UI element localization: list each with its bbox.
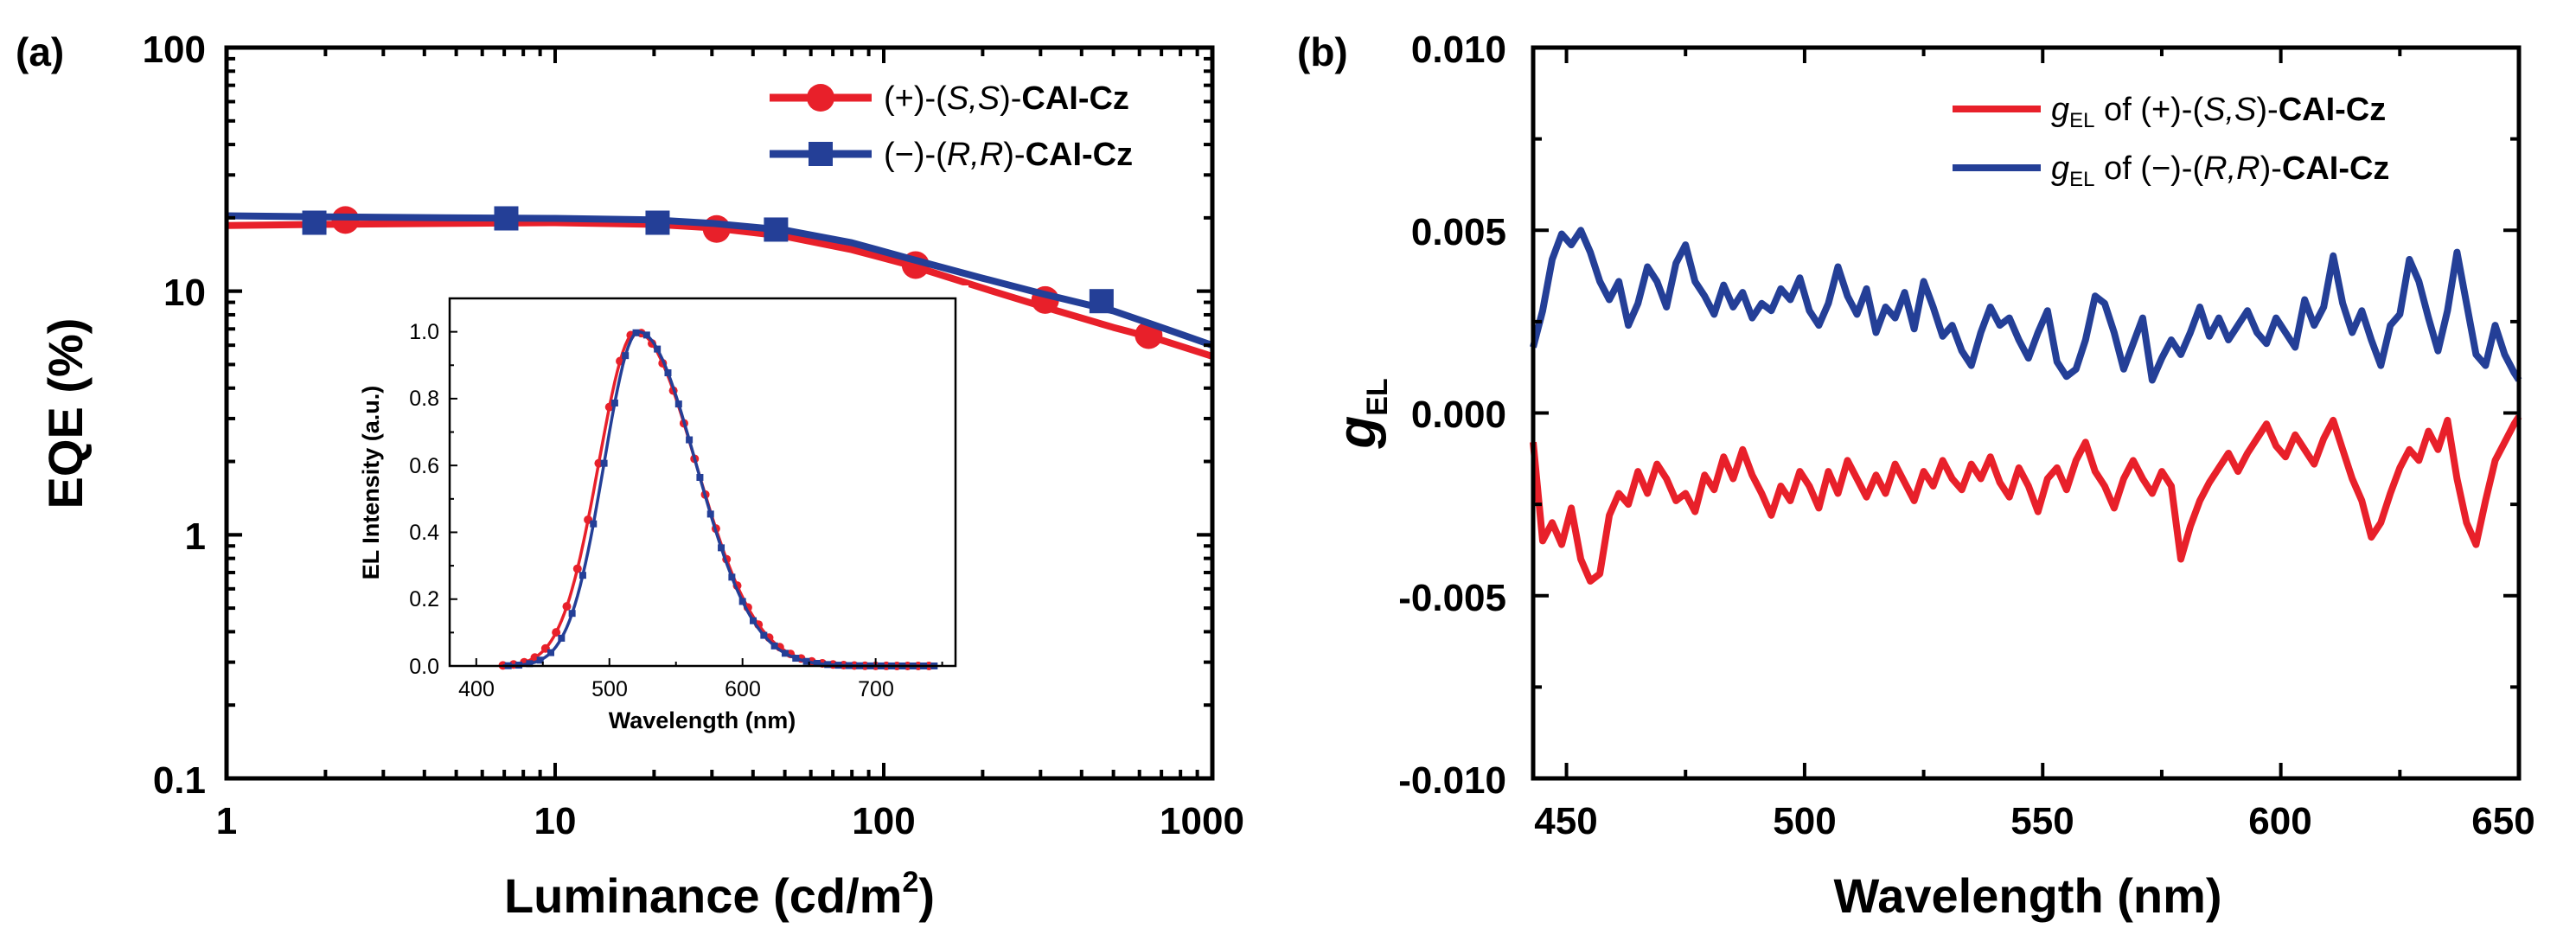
el-rr-marker xyxy=(674,400,682,408)
inset-ticks xyxy=(450,330,943,667)
eqe-ss-marker xyxy=(702,214,731,243)
panel-a-y-axis-title: EQE (%) xyxy=(38,318,93,509)
el-rr-marker xyxy=(781,650,789,657)
el-rr-marker xyxy=(728,573,736,581)
panel-a-ytick: 100 xyxy=(143,29,206,71)
panel-a-xtick: 1000 xyxy=(1160,800,1244,842)
el-ss-marker xyxy=(552,628,561,637)
el-rr-marker xyxy=(802,657,810,665)
el-rr-marker xyxy=(686,436,694,444)
panel-b-ytick: -0.010 xyxy=(1398,759,1506,802)
el-rr-marker xyxy=(547,649,554,656)
panel-b-xtick: 550 xyxy=(2010,800,2074,842)
el-rr-marker xyxy=(792,655,800,663)
el-rr-marker xyxy=(622,352,630,360)
panel-b-y-axis-title: gEL xyxy=(1327,378,1394,449)
el-rr-marker xyxy=(536,656,544,664)
panel-b-legend: gEL of (+)-(S,S)-CAI-Cz gEL of (−)-(R,R)… xyxy=(1953,92,2389,191)
panel-b-ytick: -0.005 xyxy=(1398,577,1506,619)
legend-marker-circle xyxy=(807,84,834,112)
el-ss-marker xyxy=(572,564,582,573)
panel-a-ytick: 1 xyxy=(185,515,206,558)
el-rr-marker xyxy=(750,617,757,624)
eqe-ss-line xyxy=(226,219,1214,360)
el-rr-marker xyxy=(696,473,704,481)
panel-a-legend: (+)-(S,S)-CAI-Cz (−)-(R,R)-CAI-Cz xyxy=(770,80,1133,173)
el-rr-marker xyxy=(558,634,566,642)
panel-a-ytick: 10 xyxy=(163,272,206,314)
el-rr-marker xyxy=(718,544,725,552)
el-rr-marker xyxy=(706,510,714,518)
panel-b-ytick: 0.005 xyxy=(1411,211,1506,253)
inset-xtick: 700 xyxy=(858,677,894,701)
inset-xtick: 500 xyxy=(591,677,628,701)
el-rr-marker xyxy=(824,661,832,669)
eqe-rr-marker xyxy=(764,217,789,242)
el-rr-marker xyxy=(760,631,768,639)
panel-a-series xyxy=(226,206,1214,360)
panel-b-ytick: 0.010 xyxy=(1411,29,1506,71)
panel-a: (a) 100 10 1 0.1 1 10 100 1000 Luminance… xyxy=(16,29,1244,923)
el-rr-marker xyxy=(642,331,650,339)
el-rr-marker xyxy=(813,659,821,667)
eqe-rr-marker xyxy=(1089,289,1114,314)
panel-b-ytick: 0.000 xyxy=(1411,394,1506,436)
el-rr-marker xyxy=(600,459,608,467)
panel-a-legend-label-ss: (+)-(S,S)-CAI-Cz xyxy=(884,80,1129,117)
inset-xtick: 600 xyxy=(725,677,761,701)
inset-ytick: 1.0 xyxy=(409,320,439,344)
legend-marker-square xyxy=(809,142,833,166)
panel-a-plot-frame xyxy=(224,45,1215,781)
el-rr-marker xyxy=(632,329,640,336)
panel-b-xtick: 500 xyxy=(1773,800,1836,842)
el-rr-marker xyxy=(610,399,618,406)
panel-b-xtick: 600 xyxy=(2248,800,2311,842)
inset-el-spectrum: 0.0 0.2 0.4 0.6 0.8 1.0 400 500 600 700 … xyxy=(346,285,968,744)
panel-a-xtick: 10 xyxy=(534,800,577,842)
inset-ytick: 0.6 xyxy=(409,454,439,478)
panel-b-series xyxy=(1530,227,2522,585)
el-rr-marker xyxy=(526,660,534,668)
panel-a-ytick: 0.1 xyxy=(153,759,206,802)
inset-ytick: 0.4 xyxy=(409,521,439,545)
panel-a-ticks xyxy=(225,46,1214,780)
gel-ss-line xyxy=(1530,414,2522,585)
inset-x-axis-title: Wavelength (nm) xyxy=(609,707,796,733)
inset-plot-frame xyxy=(448,297,957,668)
panel-a-x-axis-title: Luminance (cd/m2) xyxy=(504,866,935,923)
panel-a-legend-label-rr: (−)-(R,R)-CAI-Cz xyxy=(884,137,1133,173)
el-rr-marker xyxy=(654,345,662,353)
el-rr-marker xyxy=(738,598,746,605)
inset-ytick: 0.2 xyxy=(409,587,439,611)
el-rr-marker xyxy=(568,610,576,618)
panel-a-xtick: 100 xyxy=(852,800,915,842)
panel-b-legend-label-rr: gEL of (−)-(R,R)-CAI-Cz xyxy=(2051,150,2389,191)
el-rr-marker xyxy=(770,642,778,650)
panel-b-xtick: 650 xyxy=(2471,800,2534,842)
eqe-rr-marker xyxy=(302,210,327,235)
panel-b-legend-label-ss: gEL of (+)-(S,S)-CAI-Cz xyxy=(2051,92,2386,132)
panel-b-x-axis-title: Wavelength (nm) xyxy=(1833,868,2221,923)
panel-a-label: (a) xyxy=(16,29,64,74)
eqe-rr-marker xyxy=(645,210,670,235)
inset-ytick: 0.0 xyxy=(409,655,439,679)
el-ss-marker xyxy=(562,602,572,611)
el-rr-marker xyxy=(590,520,598,528)
inset-ytick: 0.8 xyxy=(409,387,439,411)
panel-b-label: (b) xyxy=(1297,29,1348,74)
inset-y-axis-title: EL Intensity (a.u.) xyxy=(358,386,384,580)
el-rr-marker xyxy=(578,572,586,579)
panel-b: (b) 0.010 0.005 0.000 -0.005 -0.010 450 … xyxy=(1297,29,2535,923)
gel-rr-line xyxy=(1530,227,2522,384)
inset-xtick: 400 xyxy=(458,677,495,701)
panel-b-xtick: 450 xyxy=(1534,800,1597,842)
el-rr-marker xyxy=(664,369,672,377)
panel-b-ticks xyxy=(1533,46,2521,780)
panel-a-xtick: 1 xyxy=(216,800,237,842)
eqe-rr-marker xyxy=(494,206,519,231)
